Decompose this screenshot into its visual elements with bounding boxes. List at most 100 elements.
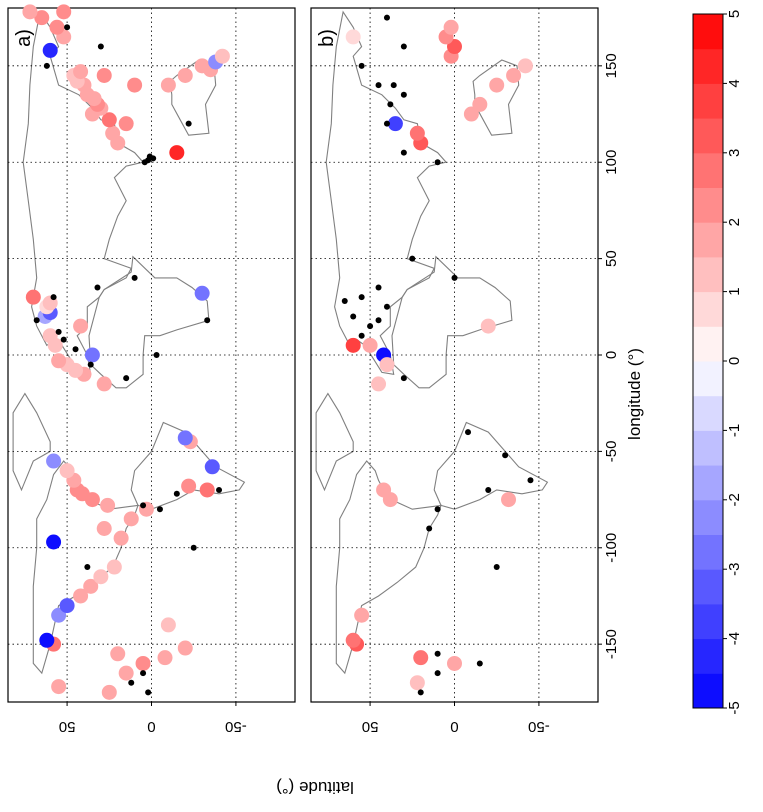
y-tick-label: -50 bbox=[528, 718, 550, 735]
colorbar-tick-label: -1 bbox=[726, 424, 743, 437]
station-marker bbox=[94, 284, 101, 291]
trend-marker bbox=[177, 430, 193, 446]
trend-marker bbox=[489, 77, 505, 93]
trend-marker bbox=[110, 646, 126, 662]
colorbar-tick-label: 0 bbox=[726, 357, 743, 365]
colorbar-step bbox=[693, 638, 723, 674]
station-marker bbox=[400, 91, 407, 98]
trend-marker bbox=[96, 521, 112, 536]
colorbar-step bbox=[693, 256, 723, 293]
station-marker bbox=[417, 689, 424, 696]
station-marker bbox=[434, 650, 441, 657]
trend-marker bbox=[194, 285, 210, 301]
colorbar-step bbox=[693, 118, 723, 154]
station-marker bbox=[383, 14, 390, 21]
station-marker bbox=[72, 346, 79, 353]
station-marker bbox=[383, 120, 390, 127]
station-marker bbox=[190, 544, 197, 551]
y-tick-label: 50 bbox=[362, 718, 379, 735]
trend-marker bbox=[100, 497, 116, 513]
trend-marker bbox=[59, 463, 75, 479]
colorbar-tick-label: 3 bbox=[726, 149, 743, 157]
trend-marker bbox=[25, 289, 41, 305]
station-marker bbox=[400, 375, 407, 382]
trend-marker bbox=[177, 67, 193, 83]
trend-marker bbox=[46, 453, 62, 469]
colorbar-step bbox=[693, 569, 723, 605]
y-axis-label: latitude (°) bbox=[276, 778, 354, 797]
trend-marker bbox=[214, 48, 230, 64]
trend-marker bbox=[106, 559, 122, 575]
station-marker bbox=[60, 336, 67, 343]
x-tick-label: 150 bbox=[603, 53, 620, 78]
colorbar-step bbox=[693, 187, 723, 223]
trend-marker bbox=[160, 77, 176, 93]
colorbar-step bbox=[693, 395, 723, 431]
station-marker bbox=[400, 43, 407, 50]
colorbar-tick-label: 4 bbox=[726, 79, 743, 87]
station-marker bbox=[43, 62, 50, 69]
colorbar-step bbox=[693, 673, 723, 709]
station-marker bbox=[409, 255, 416, 262]
trend-marker bbox=[123, 511, 139, 527]
station-marker bbox=[434, 670, 441, 677]
trend-marker bbox=[409, 125, 425, 141]
station-marker bbox=[387, 101, 394, 108]
x-tick-label: -100 bbox=[603, 533, 620, 563]
trend-marker bbox=[73, 588, 89, 604]
station-marker bbox=[204, 317, 211, 324]
trend-marker bbox=[42, 42, 58, 58]
data-points bbox=[341, 14, 534, 696]
trend-marker bbox=[354, 607, 370, 623]
trend-marker bbox=[51, 679, 67, 695]
panel-label: b) bbox=[316, 29, 338, 47]
station-marker bbox=[367, 323, 374, 330]
trend-marker bbox=[443, 19, 459, 35]
station-marker bbox=[400, 149, 407, 156]
trend-marker bbox=[413, 650, 429, 666]
station-marker bbox=[141, 159, 148, 166]
colorbar-tick-label: -4 bbox=[726, 632, 743, 645]
trend-marker bbox=[169, 145, 185, 161]
colorbar-step bbox=[693, 499, 723, 535]
coastline bbox=[391, 255, 513, 389]
colorbar-tick-label: 1 bbox=[726, 287, 743, 295]
colorbar-tick-label: -3 bbox=[726, 563, 743, 576]
trend-marker bbox=[506, 67, 522, 83]
station-marker bbox=[350, 313, 357, 320]
station-marker bbox=[476, 660, 483, 667]
panel-label: a) bbox=[13, 29, 35, 47]
trend-marker bbox=[101, 684, 117, 700]
trend-marker bbox=[118, 116, 134, 132]
colorbar-step bbox=[693, 291, 723, 327]
colorbar-step bbox=[693, 326, 723, 362]
coastline bbox=[12, 392, 51, 492]
trend-marker bbox=[517, 58, 533, 74]
coastline bbox=[315, 392, 354, 492]
trend-marker bbox=[51, 607, 67, 623]
y-tick-label: 0 bbox=[450, 718, 458, 735]
station-marker bbox=[502, 452, 509, 459]
x-tick-label: -150 bbox=[603, 629, 620, 659]
coastline bbox=[433, 421, 549, 510]
colorbar: -5 -4 -3 -2 -1 0 1 2 3 4 5 bbox=[692, 10, 743, 715]
station-marker bbox=[173, 490, 180, 497]
station-marker bbox=[128, 679, 135, 686]
trend-marker bbox=[96, 376, 112, 392]
station-marker bbox=[150, 155, 157, 162]
station-marker bbox=[84, 564, 91, 571]
station-marker bbox=[426, 525, 433, 532]
station-marker bbox=[140, 502, 147, 509]
trend-marker bbox=[181, 478, 197, 494]
station-marker bbox=[123, 375, 130, 382]
colorbar-step bbox=[693, 361, 723, 397]
trend-marker bbox=[73, 64, 89, 80]
station-marker bbox=[485, 486, 492, 493]
trend-marker bbox=[118, 665, 134, 681]
x-tick-label: 100 bbox=[603, 150, 620, 175]
trend-marker bbox=[472, 96, 488, 112]
station-marker bbox=[64, 24, 71, 31]
station-marker bbox=[33, 317, 40, 324]
trend-marker bbox=[177, 640, 193, 656]
